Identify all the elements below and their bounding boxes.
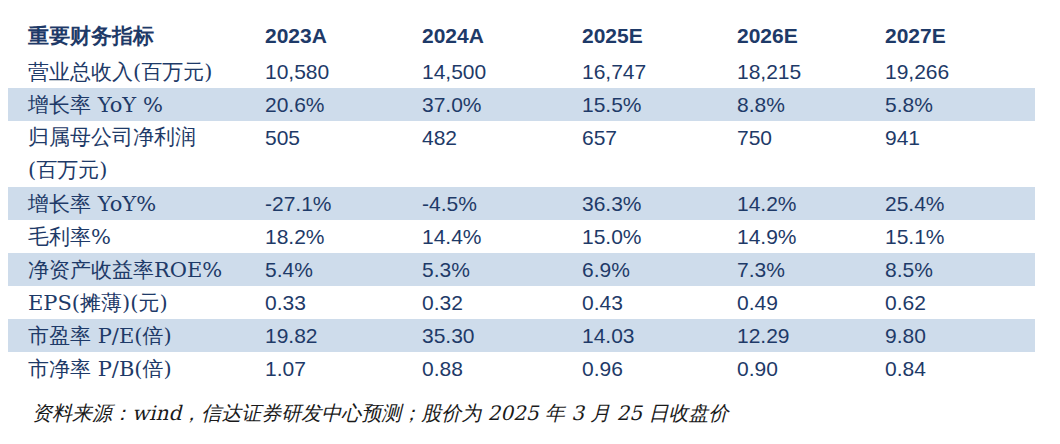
table-row-revenue-growth: 增长率 YoY % 20.6% 37.0% 15.5% 8.8% 5.8%	[8, 88, 1035, 121]
cell-value: 9.80	[880, 324, 1027, 348]
table-row-revenue: 营业总收入(百万元) 10,580 14,500 16,747 18,215 1…	[8, 55, 1035, 88]
cell-value: 14,500	[417, 60, 577, 84]
table-row-pe: 市盈率 P/E(倍) 19.82 35.30 14.03 12.29 9.80	[8, 319, 1035, 352]
cell-value: 14.9%	[732, 225, 880, 249]
row-label: 净资产收益率ROE%	[8, 256, 260, 284]
financial-metrics-table: 重要财务指标 2023A 2024A 2025E 2026E 2027E 营业总…	[8, 16, 1035, 385]
cell-value: 1.07	[260, 357, 417, 381]
table-row-gross-margin: 毛利率% 18.2% 14.4% 15.0% 14.9% 15.1%	[8, 220, 1035, 253]
cell-value: 657	[577, 121, 732, 154]
cell-value: 7.3%	[732, 258, 880, 282]
cell-value: 505	[260, 121, 417, 154]
cell-value: 15.1%	[880, 225, 1027, 249]
table-row-profit-growth: 增长率 YoY% -27.1% -4.5% 36.3% 14.2% 25.4%	[8, 187, 1035, 220]
cell-value: 5.8%	[880, 93, 1027, 117]
table-title: 重要财务指标	[8, 22, 260, 50]
table-header-row: 重要财务指标 2023A 2024A 2025E 2026E 2027E	[8, 16, 1035, 55]
cell-value: 0.49	[732, 291, 880, 315]
column-header-2024a: 2024A	[417, 24, 577, 48]
table-row-eps: EPS(摊薄)(元) 0.33 0.32 0.43 0.49 0.62	[8, 286, 1035, 319]
column-header-2026e: 2026E	[732, 24, 880, 48]
cell-value: 25.4%	[880, 192, 1027, 216]
cell-value: 18,215	[732, 60, 880, 84]
row-label: 市净率 P/B(倍)	[8, 355, 260, 383]
row-label: EPS(摊薄)(元)	[8, 289, 260, 317]
row-label: 增长率 YoY %	[8, 91, 260, 119]
cell-value: 0.32	[417, 291, 577, 315]
cell-value: -27.1%	[260, 192, 417, 216]
cell-value: 482	[417, 121, 577, 154]
report-page: 重要财务指标 2023A 2024A 2025E 2026E 2027E 营业总…	[0, 16, 1060, 444]
cell-value: 35.30	[417, 324, 577, 348]
cell-value: 14.2%	[732, 192, 880, 216]
cell-value: 16,747	[577, 60, 732, 84]
cell-value: 0.43	[577, 291, 732, 315]
cell-value: 5.3%	[417, 258, 577, 282]
cell-value: -4.5%	[417, 192, 577, 216]
cell-value: 37.0%	[417, 93, 577, 117]
cell-value: 19,266	[880, 60, 1027, 84]
source-note: 资料来源：wind，信达证券研发中心预测；股价为 2025 年 3 月 25 日…	[32, 400, 1060, 427]
table-row-net-profit: 归属母公司净利润 (百万元) 505 482 657 750 941	[8, 121, 1035, 187]
cell-value: 12.29	[732, 324, 880, 348]
row-label: 营业总收入(百万元)	[8, 58, 260, 86]
cell-value: 5.4%	[260, 258, 417, 282]
cell-value: 20.6%	[260, 93, 417, 117]
row-label: 毛利率%	[8, 223, 260, 251]
cell-value: 0.90	[732, 357, 880, 381]
cell-value: 18.2%	[260, 225, 417, 249]
cell-value: 15.5%	[577, 93, 732, 117]
cell-value: 8.8%	[732, 93, 880, 117]
cell-value: 14.4%	[417, 225, 577, 249]
cell-value: 0.62	[880, 291, 1027, 315]
table-row-roe: 净资产收益率ROE% 5.4% 5.3% 6.9% 7.3% 8.5%	[8, 253, 1035, 286]
cell-value: 0.88	[417, 357, 577, 381]
table-row-pb: 市净率 P/B(倍) 1.07 0.88 0.96 0.90 0.84	[8, 352, 1035, 385]
cell-value: 0.33	[260, 291, 417, 315]
cell-value: 0.96	[577, 357, 732, 381]
cell-value: 19.82	[260, 324, 417, 348]
column-header-2023a: 2023A	[260, 24, 417, 48]
column-header-2027e: 2027E	[880, 24, 1027, 48]
cell-value: 941	[880, 121, 1027, 154]
cell-value: 8.5%	[880, 258, 1027, 282]
row-label: 市盈率 P/E(倍)	[8, 322, 260, 350]
row-label: 增长率 YoY%	[8, 190, 260, 218]
cell-value: 10,580	[260, 60, 417, 84]
cell-value: 750	[732, 121, 880, 154]
cell-value: 6.9%	[577, 258, 732, 282]
cell-value: 15.0%	[577, 225, 732, 249]
cell-value: 0.84	[880, 357, 1027, 381]
column-header-2025e: 2025E	[577, 24, 732, 48]
cell-value: 14.03	[577, 324, 732, 348]
row-label: 归属母公司净利润 (百万元)	[8, 121, 260, 187]
cell-value: 36.3%	[577, 192, 732, 216]
